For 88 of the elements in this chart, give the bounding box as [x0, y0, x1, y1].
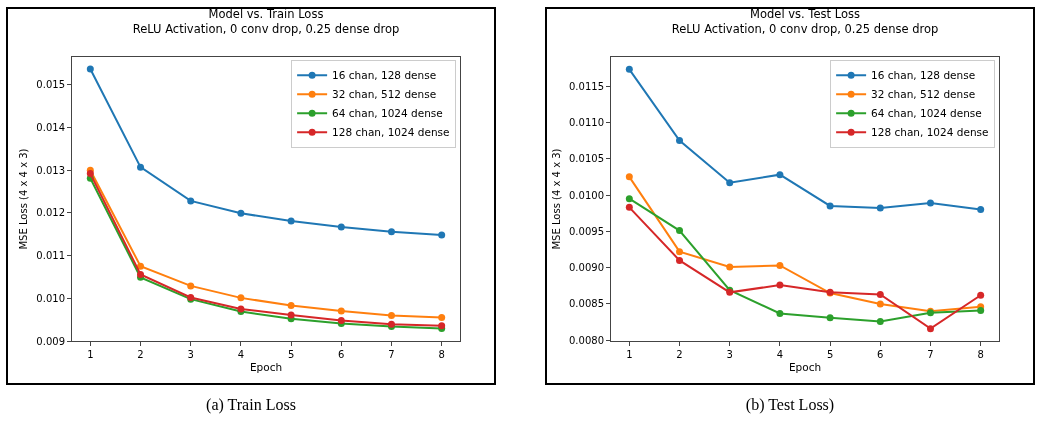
y-tick-label: 0.012	[36, 207, 65, 219]
point	[776, 261, 784, 269]
legend-label: 32 chan, 512 dense	[871, 88, 976, 101]
point	[337, 223, 345, 231]
point	[876, 300, 884, 308]
point	[187, 197, 195, 205]
point	[137, 163, 145, 171]
legend-label: 64 chan, 1024 dense	[871, 107, 982, 120]
y-tick-label: 0.0100	[569, 189, 604, 201]
point	[977, 206, 985, 214]
point	[237, 209, 245, 217]
point	[287, 302, 295, 310]
x-tick-label: 8	[977, 349, 984, 360]
point	[137, 262, 145, 270]
text: (b) Test Loss)	[744, 396, 836, 414]
x-tick-label: 1	[87, 349, 94, 360]
x-tick-label: 7	[388, 349, 395, 360]
legend-label: 16 chan, 128 dense	[332, 69, 437, 82]
text: (a) Train Loss	[205, 396, 297, 414]
point	[86, 65, 94, 73]
x-tick-label: 4	[776, 349, 784, 360]
point	[926, 199, 934, 207]
point	[826, 314, 834, 322]
point	[625, 203, 633, 211]
y-tick-label: 0.0090	[569, 262, 604, 274]
point	[726, 263, 734, 271]
y-axis-title: MSE Loss (4 x 4 x 3)	[18, 148, 30, 250]
legend-label: 32 chan, 512 dense	[332, 88, 437, 101]
x-tick-label: 6	[338, 349, 345, 360]
point	[625, 173, 633, 181]
point	[977, 291, 985, 299]
point	[676, 137, 684, 145]
x-tick-label: 4	[237, 349, 245, 360]
point	[926, 325, 934, 333]
point	[287, 311, 295, 319]
point	[287, 217, 295, 225]
x-tick-label: 2	[676, 349, 683, 360]
point	[776, 171, 784, 179]
point	[776, 281, 784, 289]
x-tick-label: 6	[877, 349, 884, 360]
x-tick-label: 2	[137, 349, 144, 360]
y-axis-title: MSE Loss (4 x 4 x 3)	[551, 148, 562, 250]
point	[237, 294, 245, 302]
point	[676, 248, 684, 256]
x-tick-label: 5	[287, 349, 295, 360]
y-tick-label: 0.010	[36, 292, 65, 304]
point	[625, 195, 633, 203]
x-axis-title: Epoch	[249, 360, 283, 373]
point	[337, 307, 345, 315]
legend-label: 128 chan, 1024 dense	[332, 126, 450, 139]
point	[625, 65, 633, 73]
point	[387, 311, 395, 319]
legend-label: 128 chan, 1024 dense	[871, 126, 989, 139]
x-axis-title: Epoch	[788, 360, 822, 373]
y-tick-label: 0.011	[36, 250, 65, 262]
y-tick-label: 0.0105	[569, 153, 604, 165]
point	[438, 314, 446, 322]
y-tick-label: 0.0110	[569, 116, 604, 128]
point	[876, 317, 884, 325]
point	[876, 204, 884, 212]
point	[676, 227, 684, 235]
legend-label: 64 chan, 1024 dense	[332, 107, 443, 120]
point	[86, 170, 94, 178]
x-tick-label: 5	[826, 349, 834, 360]
chart-title: Model vs. Train Loss ReLU Activation, 0 conv drop, 0.25 dense drop	[132, 7, 400, 37]
y-tick-label: 0.009	[36, 335, 65, 347]
y-tick-label: 0.015	[36, 79, 65, 91]
x-tick-label: 8	[438, 349, 445, 360]
y-tick-label: 0.0085	[569, 298, 604, 310]
point	[876, 291, 884, 299]
point	[676, 256, 684, 264]
y-tick-label: 0.0080	[569, 334, 604, 346]
point	[438, 231, 446, 239]
x-tick-label: 3	[726, 349, 733, 360]
y-tick-label: 0.013	[36, 164, 65, 176]
y-tick-label: 0.014	[36, 121, 65, 133]
point	[826, 202, 834, 210]
chart-title: Model vs. Test Loss ReLU Activation, 0 conv drop, 0.25 dense drop	[671, 7, 939, 37]
y-tick-label: 0.0115	[569, 80, 604, 92]
x-tick-label: 3	[187, 349, 194, 360]
point	[387, 228, 395, 236]
legend-label: 16 chan, 128 dense	[871, 69, 976, 82]
x-tick-label: 1	[626, 349, 633, 360]
point	[776, 309, 784, 317]
x-tick-label: 7	[927, 349, 934, 360]
y-tick-label: 0.0095	[569, 225, 604, 237]
point	[726, 179, 734, 187]
point	[187, 282, 195, 290]
